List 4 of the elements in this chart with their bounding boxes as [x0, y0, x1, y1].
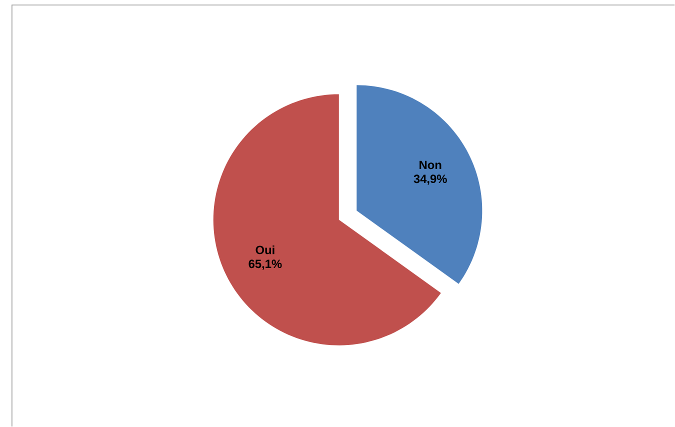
- data-label: 65,1%: [248, 260, 282, 270]
- data-label: 34,9%: [414, 174, 447, 185]
- slice-label: Non: [420, 160, 442, 170]
- slice-label: Oui: [256, 246, 274, 254]
